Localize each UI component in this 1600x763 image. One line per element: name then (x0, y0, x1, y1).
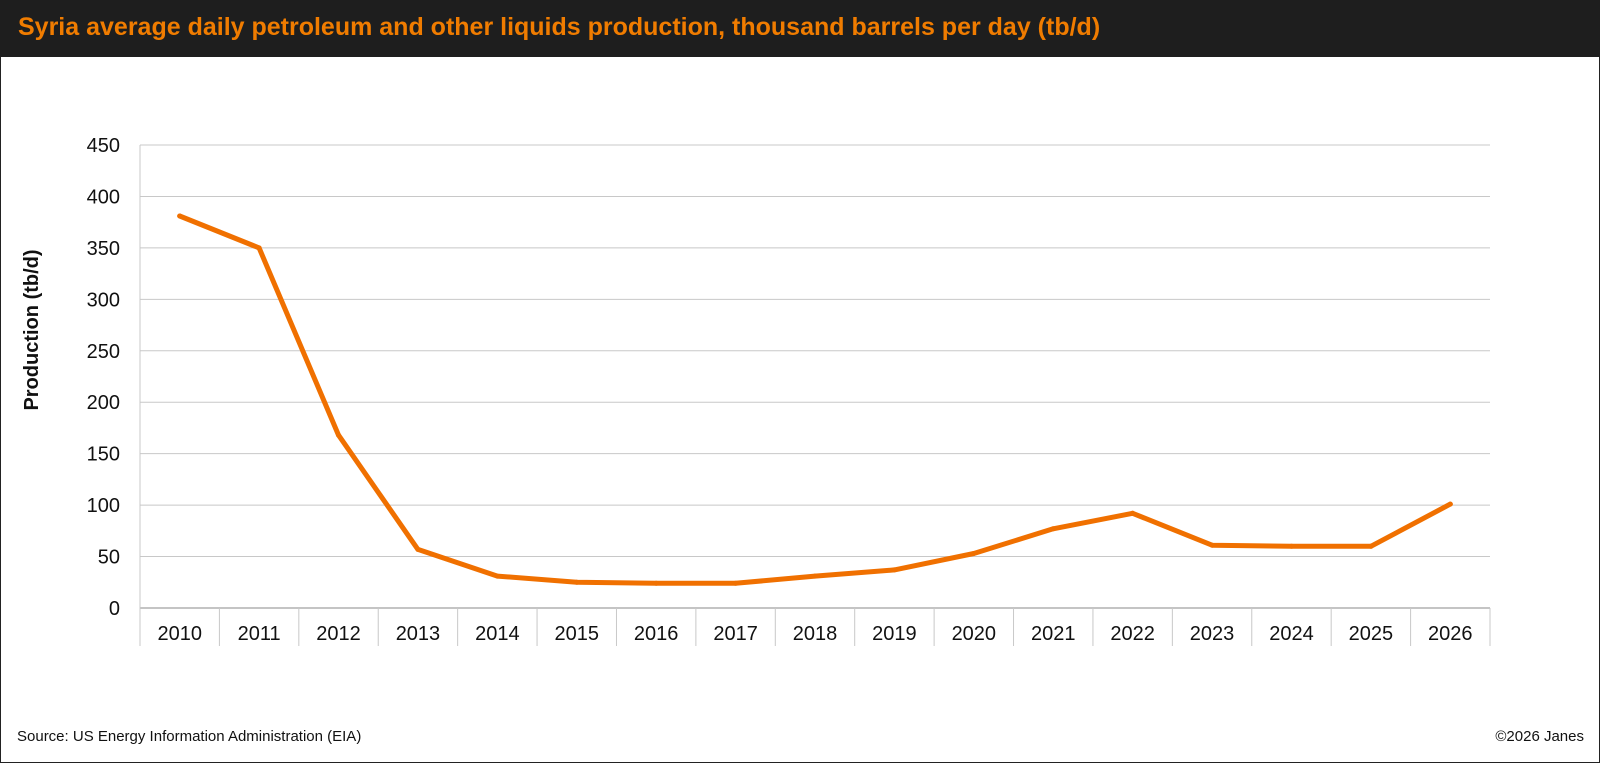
x-tick-label: 2022 (1110, 623, 1155, 645)
y-tick-label: 0 (109, 598, 120, 620)
x-tick-label: 2023 (1190, 623, 1235, 645)
data-point (653, 580, 659, 586)
y-tick-label: 50 (98, 547, 120, 569)
source-note: Source: US Energy Information Administra… (17, 728, 362, 745)
data-point (574, 579, 580, 585)
chart-title: Syria average daily petroleum and other … (18, 13, 1101, 41)
data-point (1050, 526, 1056, 532)
data-point (1447, 501, 1453, 507)
y-tick-label: 450 (87, 135, 120, 157)
data-point (494, 573, 500, 579)
series-line-group (177, 213, 1453, 586)
y-axis-label: Production (tb/d) (21, 249, 43, 410)
x-tick-label: 2024 (1269, 623, 1314, 645)
y-tick-label: 250 (87, 341, 120, 363)
data-point (1130, 510, 1136, 516)
x-tick-label: 2014 (475, 623, 520, 645)
data-point (336, 432, 341, 438)
y-tick-label: 100 (87, 495, 120, 517)
data-point (256, 245, 262, 251)
x-tick-label: 2017 (713, 623, 758, 645)
data-point (891, 567, 897, 573)
y-tick-label: 350 (87, 238, 120, 260)
x-tick-label: 2011 (238, 623, 281, 645)
data-point (415, 546, 421, 552)
x-tick-label: 2010 (157, 623, 202, 645)
y-tick-label: 200 (87, 392, 120, 414)
data-point (177, 213, 183, 219)
data-point (733, 580, 739, 586)
x-tick-label: 2020 (952, 623, 997, 645)
y-axis-ticks: 0 50 100 150 200 250 300 350 400 450 (87, 135, 120, 620)
y-tick-label: 300 (87, 289, 120, 311)
x-tick-label: 2018 (793, 623, 838, 645)
series-line (177, 213, 1453, 586)
data-point (1209, 542, 1215, 548)
line-chart: 0 50 100 150 200 250 300 350 400 450 2010 2011 2012… (21, 135, 1491, 646)
x-tick-label: 2026 (1428, 623, 1473, 645)
gridlines (140, 144, 1490, 558)
data-point (971, 551, 977, 556)
copyright-note: ©2026 Janes (1495, 728, 1584, 745)
x-tick-label: 2016 (634, 623, 679, 645)
x-tick-label: 2025 (1349, 623, 1394, 645)
x-axis (139, 145, 1491, 646)
x-tick-label: 2015 (555, 623, 600, 645)
x-tick-label: 2012 (316, 623, 361, 645)
title-bar: Syria average daily petroleum and other … (0, 0, 1600, 57)
x-tick-label: 2013 (396, 623, 441, 645)
y-tick-label: 400 (87, 186, 120, 208)
x-tick-label: 2019 (872, 623, 917, 645)
y-tick-label: 150 (87, 444, 120, 466)
data-point (1368, 543, 1374, 549)
data-point (1289, 543, 1294, 549)
x-axis-tick-labels: 2010 2011 2012 2013 2014 2015 2016 2017 2018 2019… (157, 623, 1472, 645)
data-point (812, 573, 818, 579)
x-tick-label: 2021 (1031, 623, 1076, 645)
